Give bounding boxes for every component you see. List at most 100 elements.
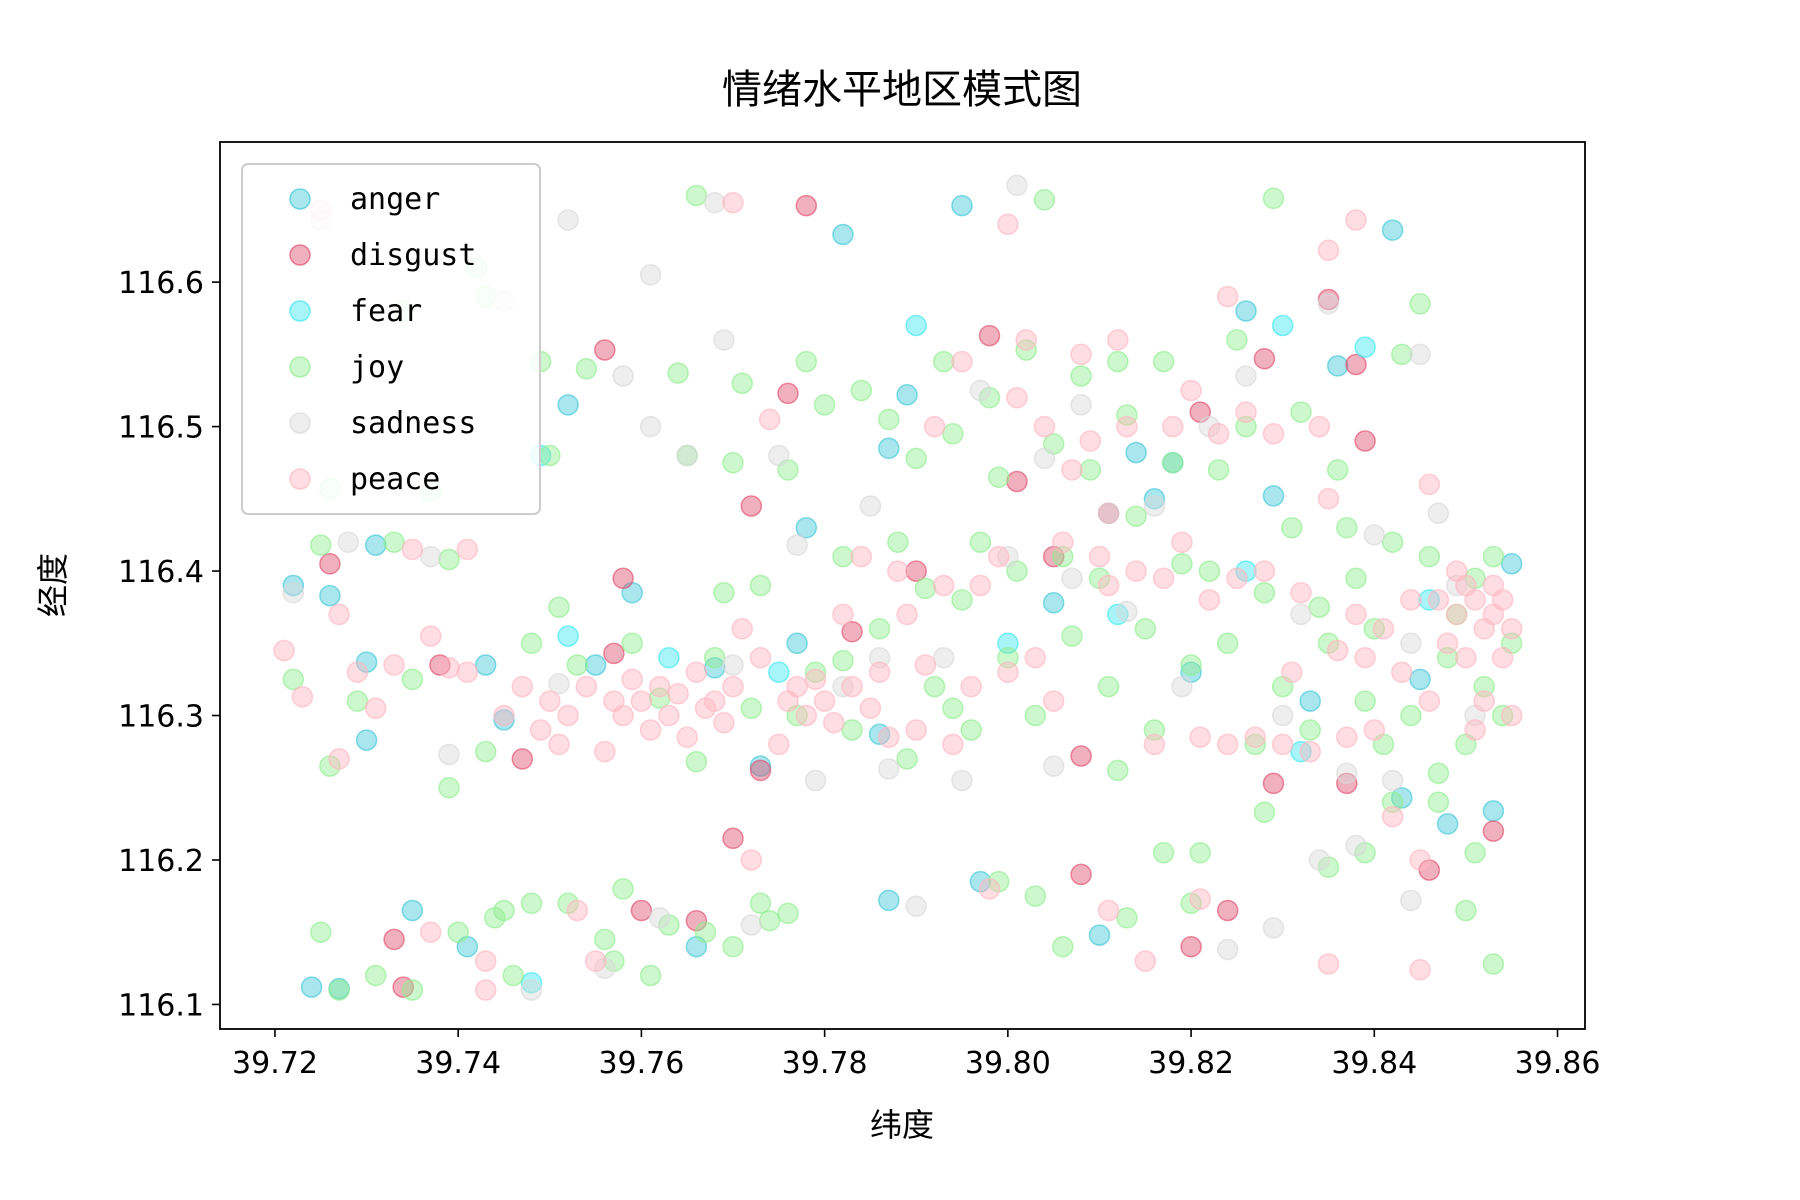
series-peace [273,191,1523,1001]
data-point-peace [1042,690,1065,712]
data-point-peace [419,921,442,943]
data-point-disgust [1070,745,1092,767]
data-point-sadness [1400,889,1422,912]
data-point-peace [1180,379,1202,402]
data-point-peace [749,646,772,669]
data-point-peace [850,545,873,568]
plot-frame [219,141,1586,1030]
data-point-disgust [511,748,534,770]
data-point-joy [1189,842,1211,864]
data-point-peace [676,726,698,748]
data-point-joy [612,878,634,900]
data-point-peace [658,704,680,727]
data-point-peace [1336,726,1358,748]
data-point-peace [328,748,350,770]
data-point-sadness [878,758,900,780]
data-point-peace [878,726,900,748]
data-point-anger [364,534,387,556]
data-point-peace [1024,646,1047,669]
data-point-anger [1042,592,1065,614]
data-point-sadness [859,495,882,517]
data-point-peace [1363,719,1386,741]
data-point-joy [1180,654,1202,676]
data-point-sadness [804,769,827,792]
data-point-fear [1354,336,1376,358]
y-axis: 116.1 116.2 116.3 116.4 116.5 116.6 [118,266,220,1023]
data-point-joy [520,892,543,915]
data-point-peace [896,603,918,626]
data-point-joy [1381,531,1404,553]
data-point-peace [1088,545,1111,568]
data-point-anger [1143,488,1166,510]
data-point-joy [474,740,497,763]
data-point-peace [401,538,424,561]
data-point-peace [364,697,387,720]
data-point-sadness [1235,365,1257,387]
data-point-peace [1152,567,1175,590]
data-point-peace [419,625,442,647]
data-point-joy [923,675,946,698]
data-point-peace [758,408,781,431]
data-point-fear [658,646,680,669]
data-point-peace [795,704,818,727]
data-point-joy [722,935,744,958]
data-point-peace [1345,603,1367,626]
data-point-sadness [1381,769,1404,792]
data-point-joy [896,748,918,770]
data-point-anger [1436,813,1459,835]
legend-label-sadness: sadness [350,406,476,441]
data-point-joy [932,350,955,373]
legend-marker-anger [289,188,311,210]
data-point-joy [1482,545,1505,568]
data-point-joy [310,921,332,943]
data-point-peace [539,690,561,712]
data-point-sadness [520,979,543,1001]
data-point-joy [1253,581,1276,604]
data-point-peace [474,950,497,972]
data-point-joy [1336,516,1358,539]
data-point-joy [1116,404,1138,426]
legend-label-disgust: disgust [350,238,476,273]
data-point-disgust [1482,820,1505,842]
series-disgust [319,194,1505,998]
data-point-peace [584,950,607,972]
data-point-disgust [1345,353,1367,376]
data-point-joy [575,358,598,380]
data-point-joy [364,964,387,987]
data-point-sadness [548,672,570,695]
legend-label-peace: peace [350,462,440,497]
data-point-joy [667,362,689,384]
data-point-anger [584,654,607,676]
data-point-peace [1436,632,1459,655]
data-point-peace [1125,560,1147,582]
data-point-anger [282,574,305,597]
data-point-peace [1244,726,1266,748]
data-point-disgust [319,553,341,575]
data-point-peace [1281,661,1303,683]
data-point-peace [1171,531,1193,553]
data-point-peace [731,618,753,640]
x-tick-label: 39.86 [1515,1046,1601,1081]
data-point-sadness [282,581,305,604]
y-tick-label: 116.1 [118,988,204,1023]
data-point-peace [1491,646,1514,669]
data-point-peace [1317,239,1340,262]
data-point-peace [438,657,460,679]
data-point-anger [1299,690,1321,712]
data-point-peace [474,979,497,1001]
data-point-joy [868,618,891,640]
data-point-peace [1299,740,1321,763]
data-point-joy [1363,618,1386,640]
data-point-sadness [1317,293,1340,315]
data-point-peace [1079,430,1102,452]
data-point-disgust [1354,430,1376,452]
data-point-joy [685,184,708,207]
legend-marker-fear [289,300,311,322]
y-tick-label: 116.2 [118,844,204,879]
data-point-joy [1097,675,1120,698]
data-point-joy [548,596,570,618]
data-point-peace [868,661,891,683]
data-point-anger [786,632,808,655]
data-point-fear [1271,314,1294,337]
data-point-disgust [722,827,744,850]
